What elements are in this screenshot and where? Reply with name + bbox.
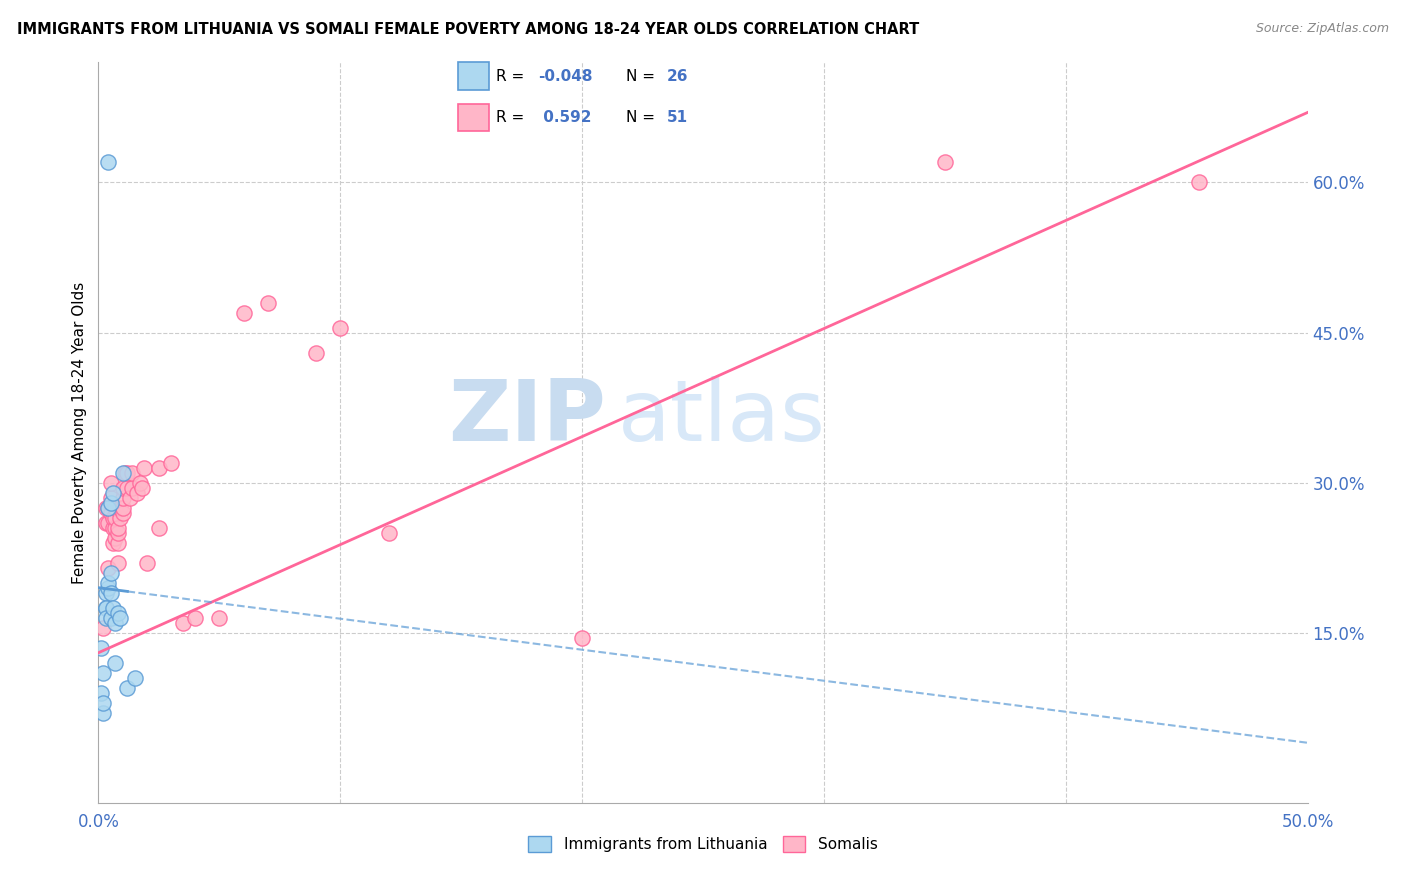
Point — [100, 475, 122, 490]
Text: atlas: atlas — [619, 376, 827, 459]
Point — [571, 631, 593, 645]
Point — [97, 516, 120, 530]
Text: IMMIGRANTS FROM LITHUANIA VS SOMALI FEMALE POVERTY AMONG 18-24 YEAR OLDS CORRELA: IMMIGRANTS FROM LITHUANIA VS SOMALI FEMA… — [17, 22, 920, 37]
Point — [934, 155, 956, 169]
Text: N =: N = — [626, 69, 659, 84]
Point — [91, 665, 114, 680]
Y-axis label: Female Poverty Among 18-24 Year Olds: Female Poverty Among 18-24 Year Olds — [72, 282, 87, 583]
Point — [90, 686, 112, 700]
Point — [94, 600, 117, 615]
Point — [127, 485, 149, 500]
Point — [100, 610, 122, 624]
Point — [104, 521, 127, 535]
Point — [134, 460, 156, 475]
Text: -0.048: -0.048 — [538, 69, 592, 84]
Point — [131, 481, 153, 495]
Point — [329, 320, 352, 334]
Point — [100, 491, 122, 505]
Point — [108, 610, 131, 624]
Point — [256, 295, 278, 310]
Point — [101, 521, 124, 535]
Point — [100, 496, 122, 510]
Text: Source: ZipAtlas.com: Source: ZipAtlas.com — [1256, 22, 1389, 36]
Text: 0.592: 0.592 — [538, 110, 592, 125]
Point — [101, 510, 124, 524]
Point — [90, 640, 112, 655]
Point — [121, 466, 143, 480]
Point — [121, 481, 143, 495]
Point — [208, 610, 231, 624]
Point — [101, 485, 124, 500]
Point — [97, 155, 120, 169]
Point — [100, 566, 122, 580]
Point — [117, 681, 139, 695]
Point — [111, 481, 134, 495]
FancyBboxPatch shape — [458, 62, 489, 90]
Point — [114, 466, 136, 480]
Point — [124, 671, 146, 685]
Legend: Immigrants from Lithuania, Somalis: Immigrants from Lithuania, Somalis — [523, 830, 883, 858]
Point — [184, 610, 207, 624]
Point — [111, 500, 134, 515]
Point — [94, 516, 117, 530]
Text: N =: N = — [626, 110, 659, 125]
Point — [94, 600, 117, 615]
Point — [101, 600, 124, 615]
Point — [111, 491, 134, 505]
Point — [91, 621, 114, 635]
Point — [104, 656, 127, 670]
Point — [128, 475, 150, 490]
Point — [377, 525, 399, 540]
Point — [117, 481, 139, 495]
Point — [91, 696, 114, 710]
Point — [97, 560, 120, 574]
Text: R =: R = — [496, 110, 530, 125]
Point — [97, 500, 120, 515]
Point — [111, 506, 134, 520]
Point — [160, 456, 183, 470]
Point — [232, 305, 254, 319]
Point — [104, 531, 127, 545]
Point — [104, 510, 127, 524]
FancyBboxPatch shape — [458, 103, 489, 131]
Point — [94, 500, 117, 515]
Point — [97, 575, 120, 590]
Point — [104, 615, 127, 630]
Point — [111, 466, 134, 480]
Point — [91, 706, 114, 720]
Point — [148, 521, 170, 535]
Point — [108, 500, 131, 515]
Point — [107, 535, 129, 549]
Point — [104, 500, 127, 515]
Point — [100, 506, 122, 520]
Text: 26: 26 — [666, 69, 688, 84]
Text: 51: 51 — [666, 110, 688, 125]
Point — [148, 460, 170, 475]
Point — [97, 581, 120, 595]
Point — [172, 615, 194, 630]
Point — [305, 345, 328, 359]
Text: R =: R = — [496, 69, 530, 84]
Point — [117, 466, 139, 480]
Point — [1188, 176, 1211, 190]
Point — [107, 521, 129, 535]
Point — [108, 510, 131, 524]
Point — [107, 556, 129, 570]
Point — [100, 585, 122, 599]
Point — [135, 556, 157, 570]
Point — [94, 610, 117, 624]
Point — [97, 500, 120, 515]
Point — [107, 606, 129, 620]
Point — [107, 525, 129, 540]
Text: ZIP: ZIP — [449, 376, 606, 459]
Point — [94, 585, 117, 599]
Point — [101, 535, 124, 549]
Point — [118, 491, 141, 505]
